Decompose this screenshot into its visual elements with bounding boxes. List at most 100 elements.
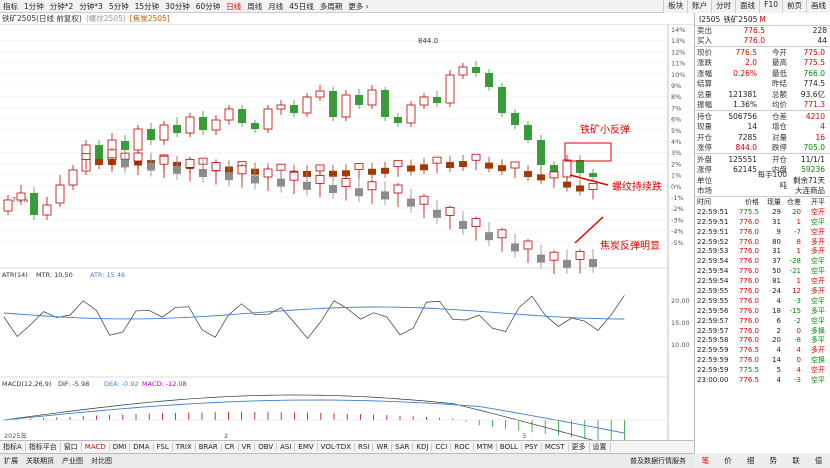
indicator-tab[interactable]: MTM (474, 443, 497, 451)
right-tab[interactable]: 细 (746, 456, 755, 465)
period-item[interactable]: 日线 (226, 1, 242, 11)
indicator-tab[interactable]: CR (222, 443, 239, 451)
indicator-tab[interactable]: OBV (255, 443, 278, 451)
tick-row[interactable]: 22:59:59 775.5 5 4 空开 (695, 365, 830, 375)
quote-cell: 844.0 (735, 143, 757, 153)
indicator-tab[interactable]: DMA (130, 443, 154, 451)
indicator-tab[interactable]: FSL (154, 443, 173, 451)
tick-row[interactable]: 22:59:55 776.0 4 -3 空平 (695, 296, 830, 306)
quote-cell: 0.26% (733, 68, 757, 78)
quote-cell: 4210 (805, 111, 825, 121)
quote-row: 振幅 1.36% 均价 771.3 (695, 100, 830, 111)
indicator-tab[interactable]: EMV (295, 443, 318, 451)
tick-header: 时间 价格 现量 仓差 开平 (695, 197, 830, 207)
indicator-tab[interactable]: PSY (522, 443, 542, 451)
tick-row[interactable]: 22:59:54 776.0 37 -28 空平 (695, 256, 830, 266)
period-item[interactable]: 15分钟 (134, 1, 160, 11)
right-tab[interactable]: 势 (769, 456, 778, 465)
tick-row[interactable]: 22:59:54 776.0 50 -21 空平 (695, 266, 830, 276)
bid-row[interactable]: 买入 776.0 44 (695, 36, 830, 47)
quote-cell: 振幅 (697, 100, 712, 110)
coke-candle (211, 162, 221, 172)
indicator-tab[interactable]: WR (373, 443, 393, 451)
period-item[interactable]: 60分钟 (195, 1, 221, 11)
period-item[interactable]: 45日线 (289, 1, 314, 11)
indicator-tab[interactable]: 指标平台 (26, 442, 61, 452)
tick-list[interactable]: 时间 价格 现量 仓差 开平 22:59:51 775.5 29 20 空开 22:59:51 776… (695, 196, 830, 385)
indicator-tab[interactable]: DMI (110, 443, 131, 451)
period-item[interactable]: 更多 › (348, 1, 369, 11)
toolbar-right-item[interactable]: 板块 (663, 0, 687, 13)
indicator-tab[interactable]: 更多 (569, 442, 590, 452)
indicator-tab[interactable]: MACD (81, 443, 110, 451)
period-item[interactable]: 分钟*3 (79, 1, 103, 11)
indicator-tab[interactable]: VOL-TDX (318, 443, 355, 451)
indicator-tab[interactable]: VR (239, 443, 256, 451)
indicator-tab[interactable]: SAR (392, 443, 414, 451)
iron-candle (445, 74, 455, 104)
indicator-tab[interactable]: BOLL (497, 443, 522, 451)
right-tab[interactable]: 值 (814, 456, 823, 465)
tick-cell: 空平 (811, 217, 825, 226)
status-item[interactable]: 对比图 (91, 457, 112, 465)
price-tick-label: 5% (671, 127, 681, 135)
right-tab[interactable]: 联 (792, 456, 800, 465)
tick-row[interactable]: 22:59:51 776.0 9 -7 空开 (695, 227, 830, 237)
period-item[interactable]: 30分钟 (165, 1, 190, 11)
period-item[interactable]: 指标 (3, 1, 18, 11)
tick-row[interactable]: 22:59:51 775.5 29 20 空开 (695, 207, 830, 217)
indicator-tab[interactable]: KDJ (413, 443, 433, 451)
kline-chart[interactable]: 14% 13% 12% 11% 10% 9% 8% 7% 6% 5% 4% 3% 2% 1% 0% -1% -2… (0, 25, 694, 440)
tick-row[interactable]: 22:59:58 776.0 20 -8 多平 (695, 335, 830, 345)
status-item[interactable]: 产业图 (62, 457, 83, 465)
toolbar-right-item[interactable]: 前页 (782, 0, 806, 13)
toolbar-right-item[interactable]: F10 (759, 0, 782, 13)
indicator-tab[interactable]: ROC (451, 443, 474, 451)
period-item[interactable]: 1分钟 (24, 1, 44, 11)
tick-row[interactable]: 22:59:55 776.0 24 12 多开 (695, 286, 830, 296)
ref-contract-label[interactable]: (螺纹2505) (85, 14, 126, 23)
status-item[interactable]: 扩展 (4, 457, 18, 465)
indicator-tab[interactable]: ASI (277, 443, 296, 451)
tick-row[interactable]: 22:59:52 776.0 80 8 多开 (695, 237, 830, 247)
tick-row[interactable]: 23:00:00 776.5 4 -3 空平 (695, 375, 830, 385)
tick-cell: 多开 (811, 346, 825, 355)
indicator-tab[interactable]: 窗口 (61, 442, 82, 452)
indicator-tab[interactable]: MCST (542, 443, 569, 451)
quote-cell: 最低 (772, 68, 787, 78)
tick-row[interactable]: 22:59:59 776.0 14 0 空换 (695, 355, 830, 365)
toolbar-right-item[interactable]: 分时 (711, 0, 735, 13)
tick-cell: 776.0 (738, 336, 759, 345)
tick-cell: 775.5 (738, 207, 759, 216)
right-tab[interactable]: 笔 (701, 456, 710, 465)
toolbar-right-item[interactable]: 面线 (735, 0, 759, 13)
period-item[interactable]: 月线 (268, 1, 284, 11)
period-item[interactable]: 5分钟 (108, 1, 129, 11)
period-item[interactable]: 周线 (247, 1, 263, 11)
period-item[interactable]: 分钟*2 (49, 1, 74, 11)
ask-row[interactable]: 卖出 776.5 228 (695, 25, 830, 36)
right-tab[interactable]: 价 (724, 456, 732, 465)
coke-candle (511, 243, 519, 252)
rebar-candle (588, 183, 598, 190)
tick-row[interactable]: 22:59:57 776.0 6 -2 空平 (695, 316, 830, 326)
status-item[interactable]: 关联期货 (26, 457, 54, 465)
coke-candle (185, 158, 195, 168)
price-tick-label: 14% (671, 26, 685, 34)
sub-contract-label[interactable]: [焦炭2505] (129, 14, 170, 23)
indicator-tab[interactable]: BRAR (196, 443, 222, 451)
tick-row[interactable]: 22:59:57 776.0 2 0 多换 (695, 326, 830, 336)
indicator-tab[interactable]: CCI (432, 443, 452, 451)
indicator-tab[interactable]: 设置 (590, 442, 611, 452)
toolbar-right-item[interactable]: 画线 (806, 0, 830, 13)
tick-row[interactable]: 22:59:54 776.0 81 1 空开 (695, 276, 830, 286)
tick-row[interactable]: 22:59:53 776.0 31 1 多开 (695, 246, 830, 256)
tick-row[interactable]: 22:59:51 776.0 31 1 空平 (695, 217, 830, 227)
indicator-tab[interactable]: TRIX (173, 443, 196, 451)
indicator-tab[interactable]: 指标A (0, 442, 26, 452)
tick-row[interactable]: 22:59:59 776.5 4 4 多开 (695, 345, 830, 355)
period-item[interactable]: 多周期 (319, 1, 343, 11)
indicator-tab[interactable]: RSI (355, 443, 374, 451)
tick-row[interactable]: 22:59:56 776.0 18 -15 多平 (695, 306, 830, 316)
toolbar-right-item[interactable]: 账户 (687, 0, 711, 13)
